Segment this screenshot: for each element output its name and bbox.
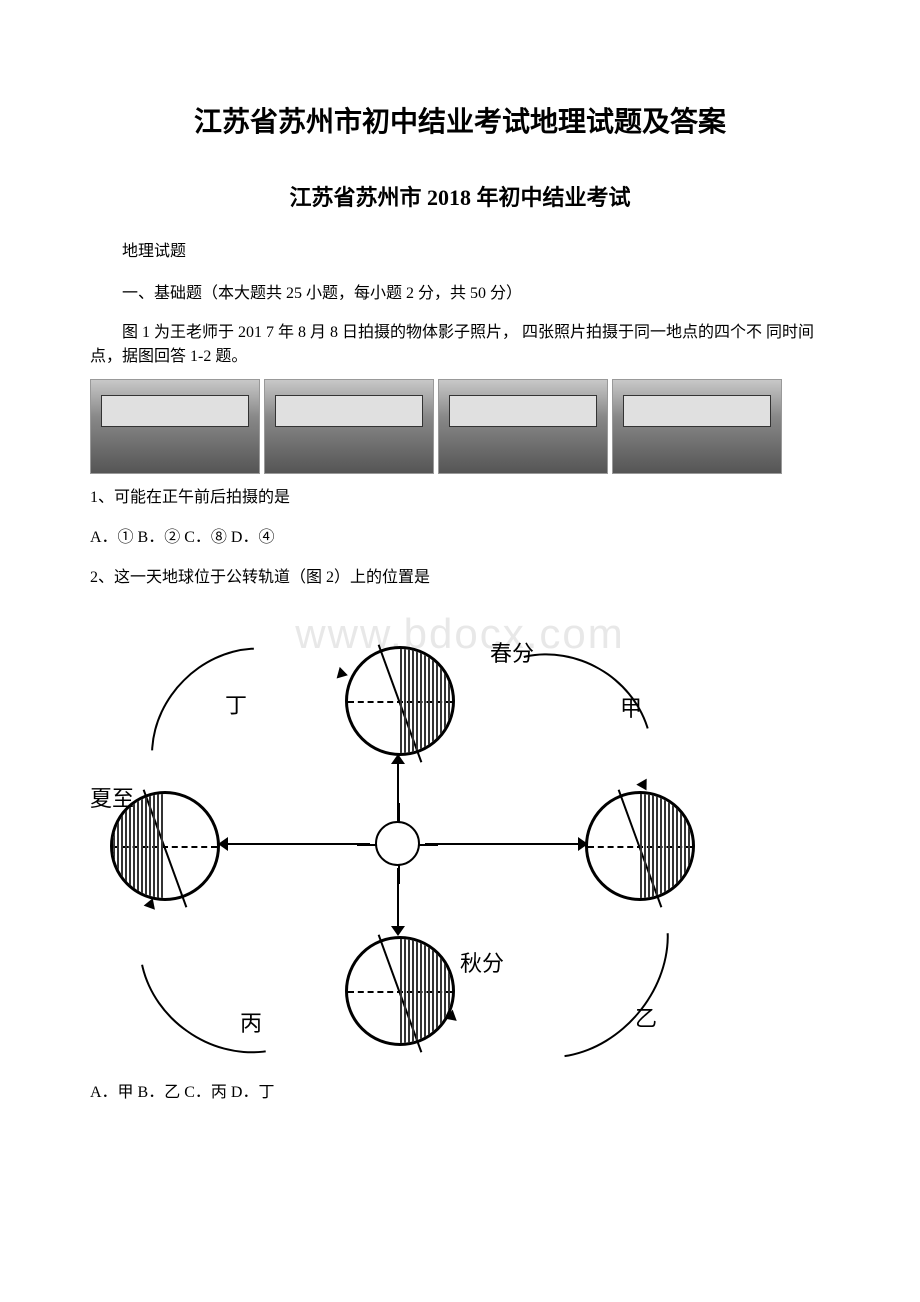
globe-spring	[345, 646, 455, 756]
figure-2-orbit-diagram: 春分 夏至 秋分 甲 乙 丙 丁	[90, 606, 710, 1066]
figure-1-photos	[90, 379, 830, 474]
label-bing: 丙	[240, 1006, 262, 1038]
question-1-stem: 1、可能在正午前后拍摄的是	[90, 486, 830, 510]
question-2-stem: 2、这一天地球位于公转轨道（图 2）上的位置是	[90, 566, 830, 590]
arrow-left	[225, 843, 370, 845]
arrow-down-head	[391, 926, 405, 936]
label-yi: 乙	[635, 1001, 657, 1033]
photo-panel-4	[612, 379, 782, 474]
globe-autumn	[345, 936, 455, 1046]
arrow-left-head	[218, 837, 228, 851]
arrow-down	[397, 868, 399, 928]
question-1-options: A．① B．② C．⑧ D．④	[90, 526, 830, 550]
arrow-up	[397, 761, 399, 821]
label-spring: 春分	[490, 636, 534, 668]
label-ding: 丁	[225, 688, 247, 720]
sub-title: 江苏省苏州市 2018 年初中结业考试	[90, 180, 830, 212]
main-title: 江苏省苏州市初中结业考试地理试题及答案	[90, 100, 830, 140]
photo-panel-2	[264, 379, 434, 474]
section-header: 一、基础题（本大题共 25 小题，每小题 2 分，共 50 分）	[90, 279, 830, 303]
orbit-arrow-4	[337, 667, 350, 681]
document-content: 江苏省苏州市初中结业考试地理试题及答案 江苏省苏州市 2018 年初中结业考试 …	[90, 100, 830, 1105]
subject-label: 地理试题	[90, 237, 830, 261]
question-2-options: A．甲 B．乙 C．丙 D．丁	[90, 1081, 830, 1105]
label-summer: 夏至	[90, 781, 134, 813]
arrow-up-head	[391, 754, 405, 764]
label-autumn: 秋分	[460, 946, 504, 978]
label-jia: 甲	[620, 691, 642, 723]
intro-paragraph: 图 1 为王老师于 201 7 年 8 月 8 日拍摄的物体影子照片， 四张照片…	[90, 321, 830, 369]
photo-panel-1	[90, 379, 260, 474]
arrow-right-head	[578, 837, 588, 851]
photo-panel-3	[438, 379, 608, 474]
arrow-right	[425, 843, 580, 845]
sun-icon	[375, 821, 420, 866]
